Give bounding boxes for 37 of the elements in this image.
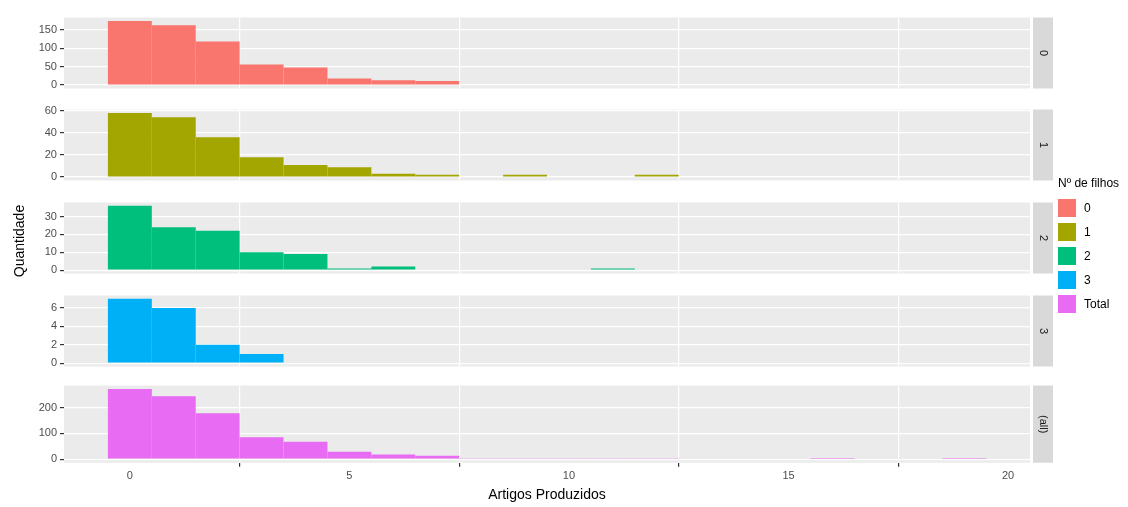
x-tick-label: 5: [346, 469, 353, 482]
y-tick-label: 100: [38, 426, 57, 439]
text: (all): [1037, 415, 1050, 434]
text: 3: [1037, 327, 1050, 335]
y-tick-label: 0: [50, 170, 57, 183]
y-tick-label: 40: [44, 125, 57, 138]
y-tick-label: 150: [38, 23, 57, 36]
y-tick-label: 20: [44, 147, 57, 160]
y-tick-label: 200: [38, 400, 57, 413]
text: 1: [1037, 141, 1050, 149]
y-tick-label: 0: [50, 78, 57, 91]
y-tick-label: 10: [44, 245, 57, 258]
y-tick-label: 0: [50, 452, 57, 465]
x-tick-label: 10: [562, 469, 576, 482]
x-axis-title: Artigos Produzidos: [487, 486, 607, 502]
text: 2: [1037, 234, 1050, 242]
y-tick-label: 20: [44, 227, 57, 240]
x-tick-label: 15: [782, 469, 795, 482]
legend-label: 2: [1084, 249, 1091, 263]
y-tick-label: 60: [44, 103, 57, 116]
y-tick-label: 0: [50, 356, 57, 369]
x-tick-label: 0: [126, 469, 133, 482]
x-tick-label: 20: [1001, 469, 1015, 482]
y-tick-label: 6: [50, 301, 57, 314]
legend-label: Total: [1084, 297, 1110, 311]
y-tick-label: 100: [38, 41, 57, 54]
y-tick-label: 0: [50, 263, 57, 276]
y-axis-title: Quantidade: [11, 203, 27, 280]
legend-label: 0: [1084, 201, 1091, 215]
y-tick-label: 50: [44, 59, 57, 72]
y-tick-label: 4: [50, 319, 57, 332]
legend-title: Nº de filhos: [1058, 176, 1120, 190]
y-tick-label: 2: [50, 337, 57, 350]
legend-label: 1: [1084, 225, 1091, 239]
text: 0: [1037, 49, 1050, 57]
legend-label: 3: [1084, 273, 1091, 287]
y-tick-label: 30: [44, 209, 57, 222]
